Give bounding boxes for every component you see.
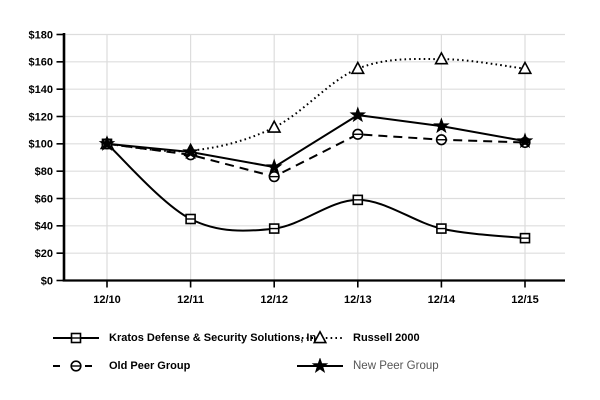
svg-text:$160: $160	[29, 57, 53, 69]
legend-label-russell-2000: Russell 2000	[353, 332, 420, 344]
legend-label-old-peer-group: Old Peer Group	[109, 360, 191, 372]
svg-text:$100: $100	[29, 139, 53, 151]
svg-text:12/14: 12/14	[428, 294, 456, 306]
kratos-series-swatch-icon	[53, 332, 99, 344]
svg-text:12/13: 12/13	[344, 294, 372, 306]
svg-text:12/11: 12/11	[177, 294, 204, 306]
svg-text:$120: $120	[29, 111, 53, 123]
svg-text:12/12: 12/12	[260, 294, 288, 306]
new-peer-group-series-swatch-icon	[297, 358, 343, 374]
legend-item-new-peer-group: New Peer Group	[296, 358, 439, 374]
legend-label-kratos: Kratos Defense & Security Solutions, Inc	[109, 332, 323, 344]
svg-text:$20: $20	[35, 248, 53, 260]
legend-item-old-peer-group: Old Peer Group	[52, 358, 190, 374]
legend-label-new-peer-group: New Peer Group	[353, 360, 439, 372]
russell-2000-series-swatch-icon	[297, 330, 343, 344]
legend-item-russell-2000: Russell 2000	[296, 330, 420, 346]
svg-text:$140: $140	[29, 84, 53, 96]
svg-text:12/15: 12/15	[511, 294, 539, 306]
svg-text:$60: $60	[35, 193, 53, 205]
svg-text:$40: $40	[35, 221, 53, 233]
performance-chart: $0 $20 $40 $60 $80 $100 $120 $140 $160 $180 12/10 1…	[29, 29, 565, 306]
svg-text:$0: $0	[41, 275, 53, 287]
svg-text:$180: $180	[29, 29, 53, 41]
svg-text:$80: $80	[35, 166, 53, 178]
old-peer-group-series-swatch-icon	[53, 360, 99, 372]
svg-text:12/10: 12/10	[93, 294, 121, 306]
legend-item-kratos: Kratos Defense & Security Solutions, Inc	[52, 330, 322, 346]
legend: Kratos Defense & Security Solutions, Inc…	[0, 322, 600, 400]
